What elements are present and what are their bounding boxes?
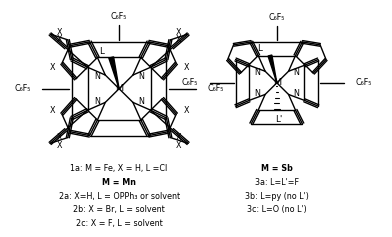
- Text: X: X: [176, 35, 181, 44]
- Text: X: X: [57, 141, 63, 150]
- Text: 2c: X = F, L = solvent: 2c: X = F, L = solvent: [76, 219, 162, 228]
- Text: L': L': [275, 115, 283, 124]
- Text: 2b: X = Br, L = solvent: 2b: X = Br, L = solvent: [73, 205, 165, 214]
- Text: M: M: [273, 78, 281, 87]
- Text: 2a: X=H, L = OPPh₃ or solvent: 2a: X=H, L = OPPh₃ or solvent: [58, 192, 180, 201]
- Text: X: X: [183, 63, 189, 72]
- Text: X: X: [57, 35, 63, 44]
- Text: 3c: L=O (no L'): 3c: L=O (no L'): [247, 205, 307, 214]
- Text: M = Sb: M = Sb: [261, 164, 293, 173]
- Text: N: N: [254, 89, 260, 98]
- Text: X: X: [176, 133, 181, 142]
- Text: L: L: [257, 44, 261, 53]
- Text: X: X: [176, 141, 181, 150]
- Text: C₆F₅: C₆F₅: [356, 78, 372, 87]
- Text: C₆F₅: C₆F₅: [14, 84, 31, 93]
- Text: N: N: [138, 97, 144, 106]
- Text: N: N: [294, 68, 299, 77]
- Text: N: N: [254, 68, 260, 77]
- Text: C₆F₅: C₆F₅: [269, 13, 285, 22]
- Text: X: X: [176, 27, 181, 36]
- Polygon shape: [109, 57, 119, 89]
- Text: N: N: [294, 89, 299, 98]
- Text: 1a: M = Fe, X = H, L =Cl: 1a: M = Fe, X = H, L =Cl: [71, 164, 168, 173]
- Text: N: N: [94, 97, 100, 106]
- Text: 3a: L=L'=F: 3a: L=L'=F: [255, 178, 299, 187]
- Polygon shape: [268, 55, 277, 83]
- Text: C₆F₅: C₆F₅: [181, 78, 198, 87]
- Text: X: X: [49, 63, 55, 72]
- Text: N: N: [138, 72, 144, 81]
- Text: X: X: [183, 106, 189, 115]
- Text: N: N: [94, 72, 100, 81]
- Text: X: X: [49, 106, 55, 115]
- Text: C₆F₅: C₆F₅: [208, 84, 224, 93]
- Text: L: L: [99, 47, 104, 56]
- Text: X: X: [57, 133, 63, 142]
- Text: 3b: L=py (no L'): 3b: L=py (no L'): [245, 192, 309, 201]
- Text: X: X: [57, 27, 63, 36]
- Text: M = Mn: M = Mn: [102, 178, 136, 187]
- Text: M: M: [115, 84, 123, 93]
- Text: C₆F₅: C₆F₅: [111, 12, 127, 21]
